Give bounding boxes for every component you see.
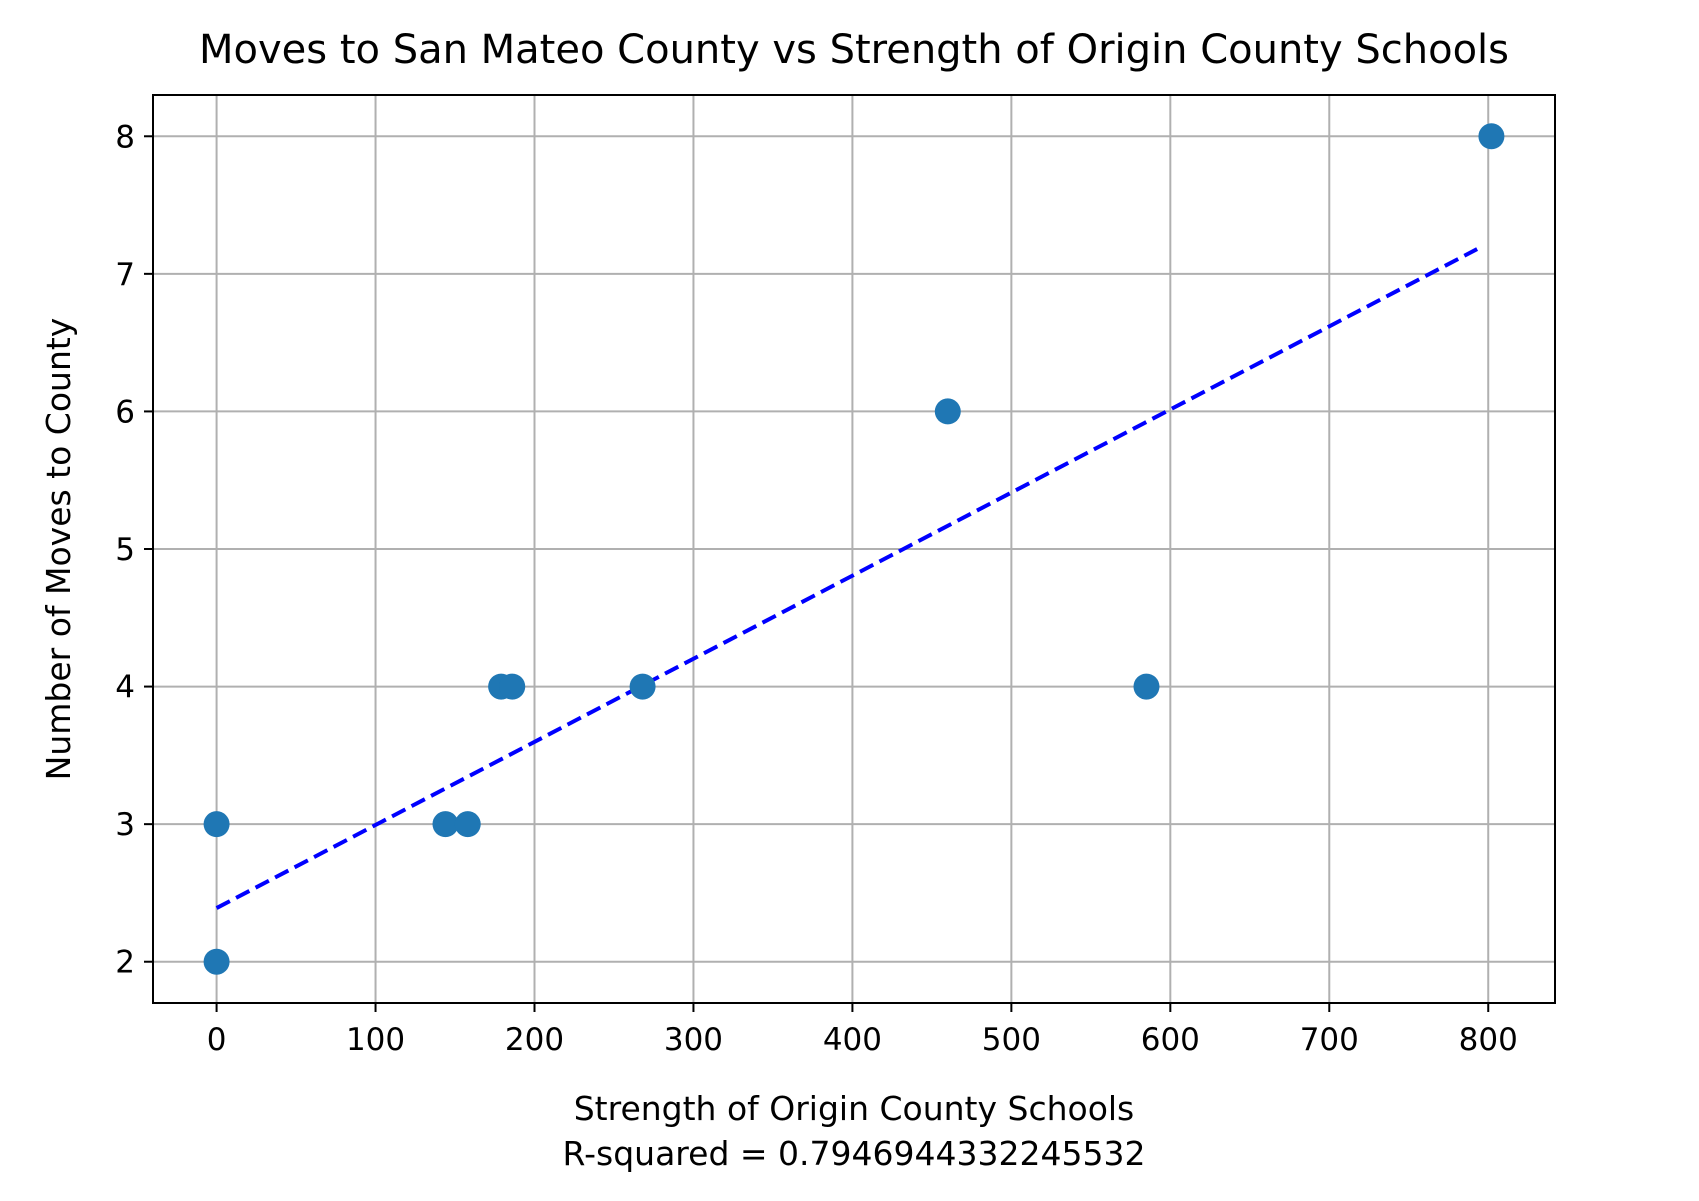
- y-tick-label: 7: [115, 257, 135, 293]
- x-tick-label: 700: [1300, 1022, 1359, 1058]
- y-tick-label: 6: [115, 394, 135, 430]
- x-tick-label: 100: [346, 1022, 405, 1058]
- data-point: [203, 811, 230, 838]
- data-point: [203, 948, 230, 975]
- y-tick-label: 2: [115, 945, 135, 981]
- y-axis-label: Number of Moves to County: [39, 318, 78, 781]
- data-point: [1133, 673, 1160, 700]
- y-tick-label: 4: [115, 670, 135, 706]
- data-point: [454, 811, 481, 838]
- x-axis-label: Strength of Origin County Schools: [574, 1089, 1135, 1128]
- x-tick-label: 600: [1141, 1022, 1200, 1058]
- y-tick-label: 5: [115, 532, 135, 568]
- y-axis-ticks: 2 3 4 5 6 7 8: [115, 119, 153, 981]
- x-tick-label: 800: [1459, 1022, 1518, 1058]
- chart-title: Moves to San Mateo County vs Strength of…: [199, 27, 1509, 73]
- x-tick-label: 400: [823, 1022, 882, 1058]
- r-squared-label: R-squared = 0.7946944332245532: [563, 1134, 1146, 1173]
- x-tick-label: 300: [664, 1022, 723, 1058]
- x-tick-label: 0: [207, 1022, 227, 1058]
- regression-line: [215, 247, 1479, 910]
- x-tick-label: 500: [982, 1022, 1041, 1058]
- data-point: [629, 673, 656, 700]
- data-point: [1478, 123, 1505, 150]
- data-point: [499, 673, 526, 700]
- scatter-points: [203, 123, 1505, 975]
- grid: [153, 95, 1555, 1003]
- data-point: [432, 811, 459, 838]
- y-tick-label: 8: [115, 119, 135, 155]
- x-tick-label: 200: [505, 1022, 564, 1058]
- regression-line-layer: [215, 247, 1479, 910]
- y-tick-label: 3: [115, 807, 135, 843]
- x-axis-ticks: 0 100 200 300 400 500 600 700 800: [207, 1003, 1518, 1058]
- data-point: [934, 398, 961, 425]
